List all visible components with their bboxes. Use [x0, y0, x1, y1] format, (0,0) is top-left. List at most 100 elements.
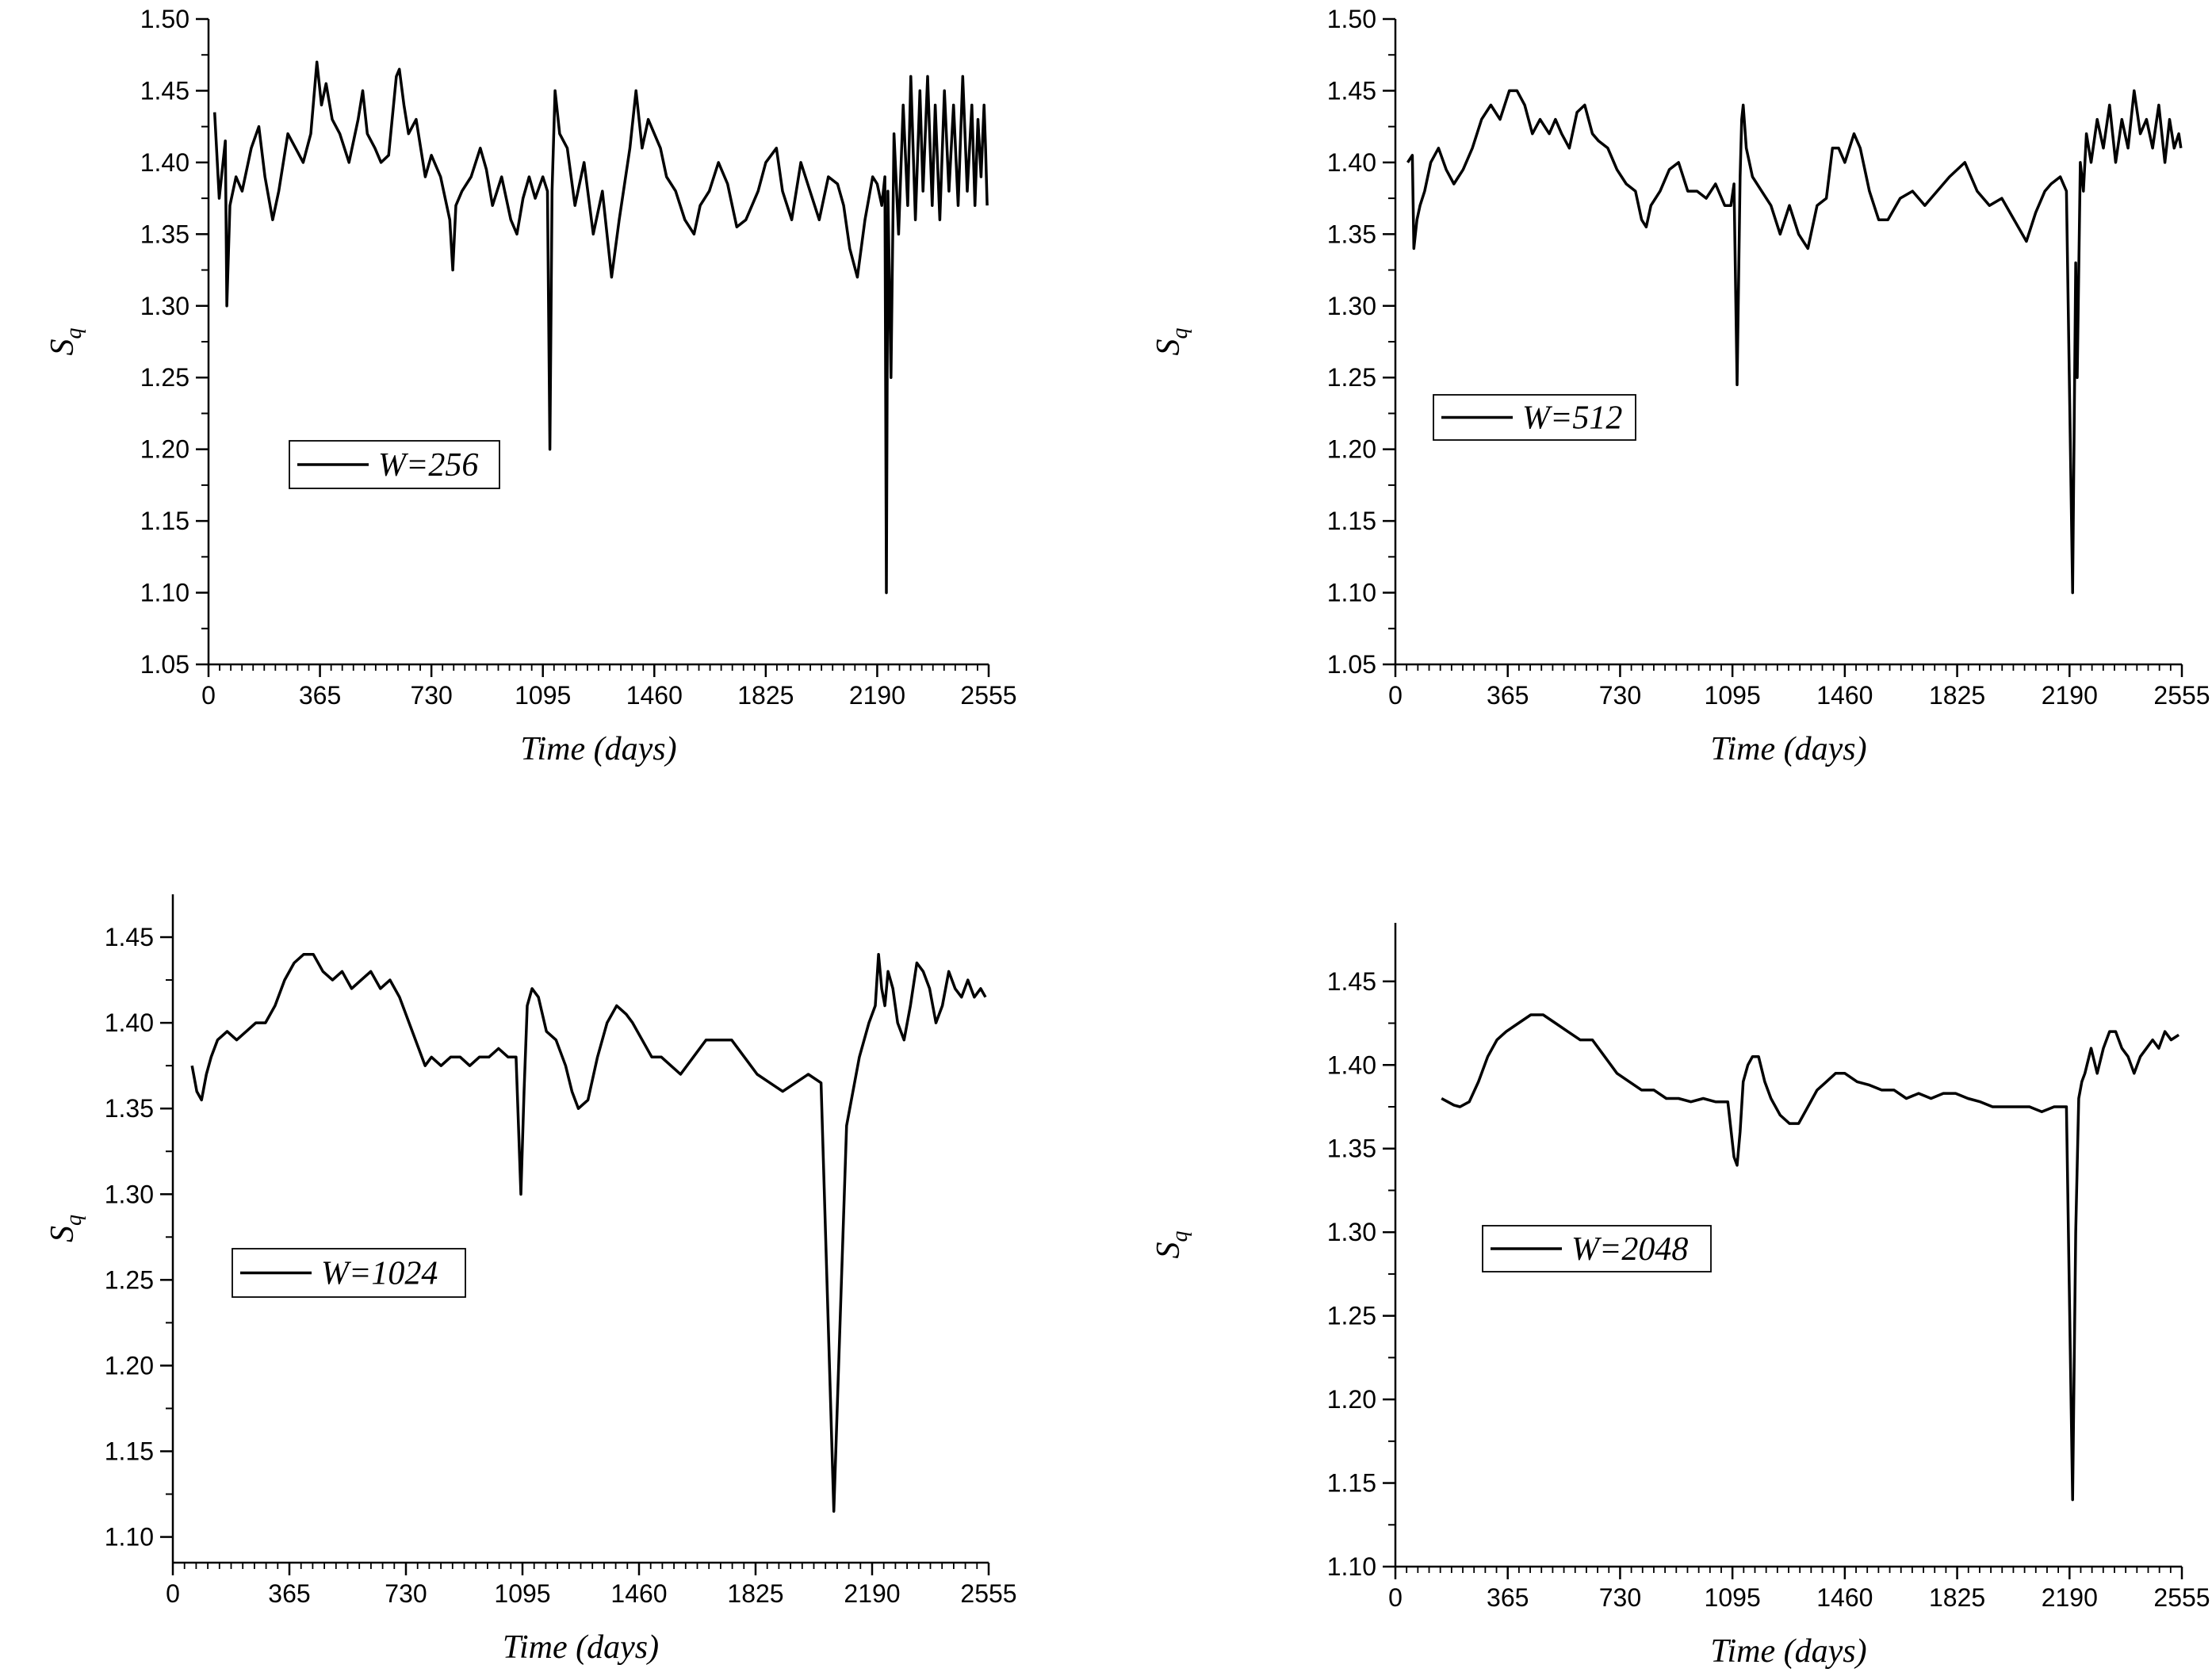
x-tick-label: 0	[166, 1579, 180, 1608]
y-tick-label: 1.45	[1327, 967, 1376, 996]
y-axis-label: Sq	[1150, 1231, 1192, 1259]
y-axis-label-main: S	[44, 339, 81, 356]
y-axis-label-subscript: q	[1168, 1231, 1192, 1242]
y-tick-label: 1.15	[105, 1437, 154, 1466]
x-tick-label: 365	[1487, 681, 1529, 710]
x-tick-label: 365	[1487, 1583, 1529, 1612]
x-tick-label: 1825	[727, 1579, 783, 1608]
x-tick-label: 2555	[960, 681, 1016, 710]
chart-panel-4: 1.10 1.15 1.20 1.25 1.30 1.35 1.40 1.45 0 365 730 1…	[1106, 838, 2212, 1676]
x-tick-label: 365	[268, 1579, 310, 1608]
y-tick-label: 1.15	[1327, 507, 1376, 535]
y-tick-label: 1.30	[1327, 292, 1376, 320]
y-axis-label-main: S	[44, 1226, 81, 1242]
x-tick-label: 1095	[1705, 681, 1761, 710]
chart-panel-3: 1.10 1.15 1.20 1.25 1.30 1.35 1.40 1.45 0 365 730 1…	[0, 838, 1106, 1676]
x-axis-label: Time (days)	[520, 731, 676, 767]
y-tick-label: 1.20	[140, 435, 189, 464]
x-tick-label: 1460	[1816, 1583, 1873, 1612]
x-tick-label: 2190	[849, 681, 905, 710]
y-tick-label: 1.10	[1327, 579, 1376, 607]
chart-panel-2: 1.05 1.10 1.15 1.20 1.25 1.30 1.35 1.40 1.45 1.50…	[1106, 0, 2212, 825]
y-tick-label: 1.10	[140, 579, 189, 607]
x-tick-label: 730	[1599, 1583, 1641, 1612]
chart-svg-2: 1.05 1.10 1.15 1.20 1.25 1.30 1.35 1.40 1.45 1.50…	[1150, 5, 2210, 767]
x-tick-label: 1095	[515, 681, 571, 710]
series-line	[212, 60, 989, 595]
y-axis-label-subscript: q	[1168, 328, 1192, 339]
x-axis-label: Time (days)	[503, 1629, 659, 1666]
y-tick-label: 1.40	[105, 1008, 154, 1037]
legend-label: W=1024	[321, 1256, 438, 1292]
x-tick-label: 2555	[2153, 681, 2210, 710]
y-axis-label-subscript: q	[62, 1215, 86, 1226]
x-tick-label: 730	[385, 1579, 427, 1608]
y-tick-label: 1.40	[1327, 148, 1376, 177]
y-tick-label: 1.50	[140, 5, 189, 33]
chart-svg-4: 1.10 1.15 1.20 1.25 1.30 1.35 1.40 1.45 0 365 730 1…	[1150, 923, 2210, 1670]
x-tick-label: 2190	[844, 1579, 900, 1608]
y-tick-label: 1.35	[1327, 220, 1376, 248]
y-tick-label: 1.15	[1327, 1469, 1376, 1498]
x-tick-label: 1095	[494, 1579, 550, 1608]
x-tick-label: 0	[1388, 681, 1403, 710]
y-tick-label: 1.35	[105, 1094, 154, 1123]
x-tick-label: 1825	[1929, 681, 1985, 710]
series-line	[1406, 89, 2183, 595]
x-tick-label: 1460	[610, 1579, 667, 1608]
y-tick-label: 1.25	[140, 363, 189, 392]
series-line	[1441, 1013, 2180, 1502]
y-axis-label-main: S	[1150, 1242, 1187, 1259]
y-tick-label: 1.25	[1327, 363, 1376, 392]
y-tick-label: 1.25	[105, 1265, 154, 1294]
chart-svg-1: 1.05 1.10 1.15 1.20 1.25 1.30 1.35 1.40 1.45 1.50…	[44, 5, 1017, 767]
x-tick-label: 2190	[2042, 1583, 2098, 1612]
legend-label: W=512	[1522, 400, 1622, 437]
y-tick-label: 1.20	[105, 1351, 154, 1380]
x-axis-label: Time (days)	[1710, 731, 1866, 767]
y-tick-label: 1.30	[1327, 1218, 1376, 1246]
y-tick-label: 1.10	[105, 1523, 154, 1552]
x-tick-label: 0	[201, 681, 216, 710]
x-tick-label: 365	[299, 681, 341, 710]
x-tick-label: 1825	[737, 681, 794, 710]
x-tick-label: 1460	[1816, 681, 1873, 710]
x-tick-label: 2555	[2153, 1583, 2210, 1612]
y-tick-label: 1.05	[140, 650, 189, 679]
x-tick-label: 1095	[1705, 1583, 1761, 1612]
y-axis-label: Sq	[44, 328, 86, 356]
y-tick-label: 1.05	[1327, 650, 1376, 679]
x-tick-label: 2190	[2042, 681, 2098, 710]
chart-panel-1: 1.05 1.10 1.15 1.20 1.25 1.30 1.35 1.40 1.45 1.50…	[0, 0, 1106, 825]
legend-label: W=2048	[1571, 1231, 1688, 1268]
x-tick-label: 1825	[1929, 1583, 1985, 1612]
y-tick-label: 1.10	[1327, 1552, 1376, 1581]
x-tick-label: 2555	[960, 1579, 1016, 1608]
y-tick-label: 1.30	[140, 292, 189, 320]
y-axis-label-main: S	[1150, 339, 1187, 356]
x-tick-label: 730	[1599, 681, 1641, 710]
y-tick-label: 1.40	[140, 148, 189, 177]
y-tick-label: 1.20	[1327, 1385, 1376, 1414]
y-axis-label-subscript: q	[62, 328, 86, 339]
y-tick-label: 1.15	[140, 507, 189, 535]
y-tick-label: 1.30	[105, 1180, 154, 1208]
y-tick-label: 1.45	[105, 923, 154, 951]
chart-svg-3: 1.10 1.15 1.20 1.25 1.30 1.35 1.40 1.45 0 365 730 1…	[44, 894, 1017, 1666]
x-tick-label: 730	[410, 681, 452, 710]
y-tick-label: 1.45	[1327, 76, 1376, 105]
legend-label: W=256	[378, 447, 478, 484]
y-axis-label: Sq	[1150, 328, 1192, 356]
x-tick-label: 0	[1388, 1583, 1403, 1612]
series-line	[190, 952, 987, 1513]
x-tick-label: 1460	[626, 681, 683, 710]
y-tick-label: 1.20	[1327, 435, 1376, 464]
y-axis-label: Sq	[44, 1215, 86, 1242]
y-tick-label: 1.35	[140, 220, 189, 248]
y-tick-label: 1.45	[140, 76, 189, 105]
y-tick-label: 1.40	[1327, 1050, 1376, 1079]
y-tick-label: 1.50	[1327, 5, 1376, 33]
y-tick-label: 1.25	[1327, 1302, 1376, 1330]
x-axis-label: Time (days)	[1710, 1633, 1866, 1670]
legend-box	[289, 440, 500, 489]
